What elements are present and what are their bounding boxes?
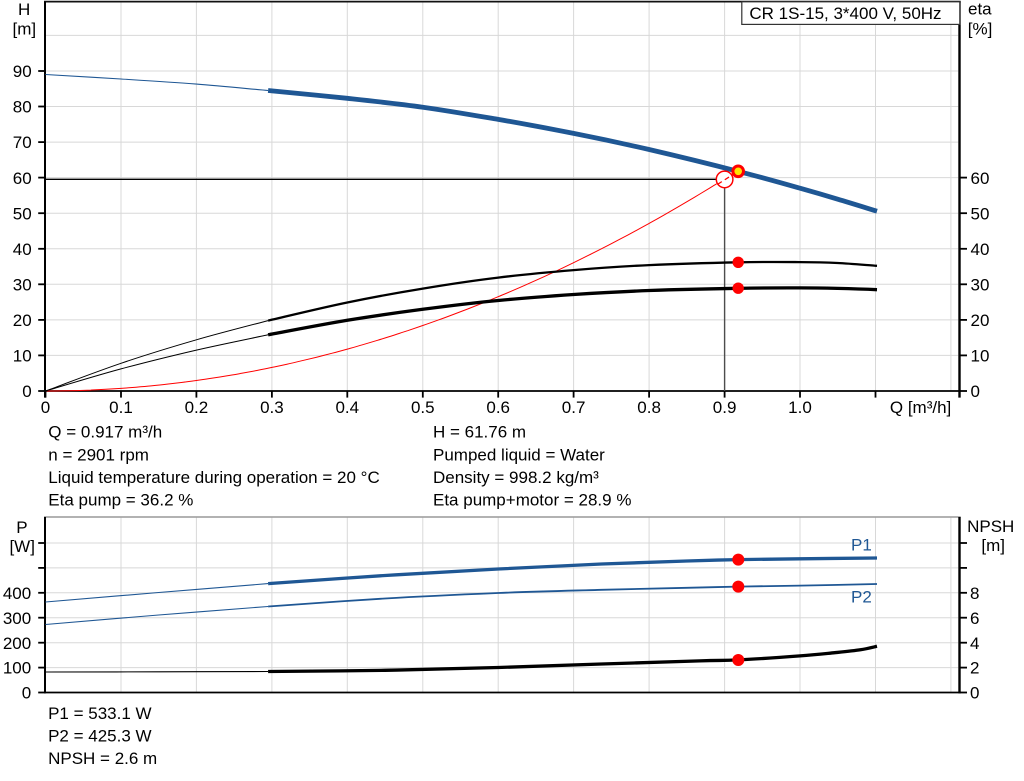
svg-text:10: 10 — [971, 347, 990, 366]
svg-text:100: 100 — [3, 659, 31, 678]
svg-text:10: 10 — [13, 347, 32, 366]
svg-text:50: 50 — [971, 204, 990, 223]
svg-text:0: 0 — [970, 684, 979, 703]
svg-text:2: 2 — [970, 659, 979, 678]
svg-text:80: 80 — [13, 98, 32, 117]
svg-text:8: 8 — [970, 584, 979, 603]
svg-text:NPSH = 2.6 m: NPSH = 2.6 m — [48, 749, 157, 768]
svg-text:0: 0 — [41, 398, 50, 417]
svg-text:NPSH: NPSH — [967, 517, 1014, 536]
svg-text:[W]: [W] — [9, 537, 35, 556]
svg-text:P: P — [16, 518, 27, 537]
svg-text:0.2: 0.2 — [185, 398, 209, 417]
svg-text:1.0: 1.0 — [788, 398, 812, 417]
svg-text:0.9: 0.9 — [713, 398, 737, 417]
svg-text:50: 50 — [13, 204, 32, 223]
svg-text:Eta pump+motor = 28.9 %: Eta pump+motor = 28.9 % — [433, 491, 631, 510]
svg-text:0: 0 — [971, 382, 980, 401]
svg-text:0.6: 0.6 — [486, 398, 510, 417]
svg-text:P1: P1 — [851, 536, 872, 555]
svg-text:[%]: [%] — [968, 20, 993, 39]
svg-text:P2 = 425.3 W: P2 = 425.3 W — [48, 727, 151, 746]
svg-text:40: 40 — [13, 240, 32, 259]
svg-text:30: 30 — [13, 276, 32, 295]
svg-text:Pumped liquid = Water: Pumped liquid = Water — [433, 445, 605, 464]
svg-text:6: 6 — [970, 609, 979, 628]
svg-text:90: 90 — [13, 62, 32, 81]
svg-text:Q = 0.917 m³/h: Q = 0.917 m³/h — [48, 423, 162, 442]
svg-text:400: 400 — [3, 584, 31, 603]
svg-text:0: 0 — [22, 684, 31, 703]
svg-text:4: 4 — [970, 634, 979, 653]
svg-text:eta: eta — [968, 0, 992, 18]
svg-text:Q [m³/h]: Q [m³/h] — [890, 398, 951, 417]
svg-text:0.1: 0.1 — [109, 398, 133, 417]
svg-text:40: 40 — [971, 240, 990, 259]
svg-text:0.7: 0.7 — [562, 398, 586, 417]
svg-text:20: 20 — [971, 311, 990, 330]
svg-text:Density = 998.2 kg/m³: Density = 998.2 kg/m³ — [433, 468, 599, 487]
svg-text:Eta pump = 36.2 %: Eta pump = 36.2 % — [48, 491, 193, 510]
svg-text:20: 20 — [13, 311, 32, 330]
svg-text:30: 30 — [971, 276, 990, 295]
svg-text:200: 200 — [3, 634, 31, 653]
svg-text:60: 60 — [971, 169, 990, 188]
svg-text:0.4: 0.4 — [335, 398, 359, 417]
svg-text:CR 1S-15, 3*400 V, 50Hz: CR 1S-15, 3*400 V, 50Hz — [749, 4, 941, 23]
svg-text:0.8: 0.8 — [637, 398, 661, 417]
svg-text:H: H — [18, 0, 30, 19]
svg-text:P2: P2 — [851, 588, 872, 607]
svg-text:0: 0 — [22, 382, 31, 401]
svg-text:60: 60 — [13, 169, 32, 188]
svg-text:P1 = 533.1 W: P1 = 533.1 W — [48, 704, 151, 723]
svg-text:n = 2901 rpm: n = 2901 rpm — [48, 445, 149, 464]
svg-text:70: 70 — [13, 133, 32, 152]
svg-text:300: 300 — [3, 609, 31, 628]
svg-text:[m]: [m] — [981, 536, 1005, 555]
svg-text:0.5: 0.5 — [411, 398, 435, 417]
svg-text:[m]: [m] — [12, 20, 36, 39]
svg-text:Liquid temperature during oper: Liquid temperature during operation = 20… — [48, 468, 379, 487]
svg-text:0.3: 0.3 — [260, 398, 284, 417]
svg-text:H = 61.76 m: H = 61.76 m — [433, 423, 526, 442]
